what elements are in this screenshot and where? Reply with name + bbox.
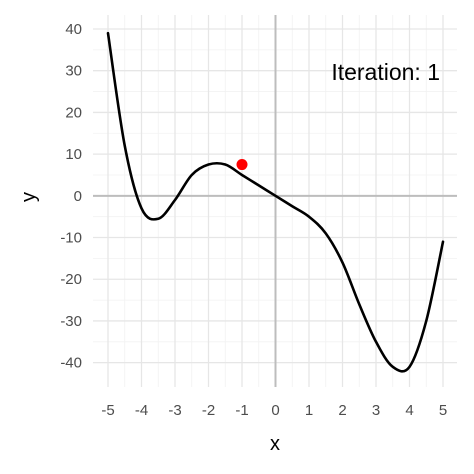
x-tick-label: 2 xyxy=(338,402,346,419)
x-tick-label: 4 xyxy=(405,402,413,419)
x-tick-label: -2 xyxy=(202,402,215,419)
y-tick-label: -20 xyxy=(60,271,82,288)
x-tick-label: -5 xyxy=(101,402,114,419)
x-tick-label: -1 xyxy=(235,402,248,419)
series-line xyxy=(106,31,445,373)
y-tick-labels: -40 -30 -20 -10 0 10 20 30 40 xyxy=(60,21,82,372)
x-axis-title: x xyxy=(270,433,280,455)
x-tick-label: -4 xyxy=(135,402,148,419)
y-tick-label: 40 xyxy=(65,21,82,38)
x-tick-label: -3 xyxy=(168,402,181,419)
x-tick-label: 1 xyxy=(305,402,313,419)
y-tick-label: -10 xyxy=(60,230,82,247)
y-tick-label: 10 xyxy=(65,146,82,163)
x-tick-label: 0 xyxy=(271,402,279,419)
x-tick-label: 5 xyxy=(439,402,447,419)
y-axis-title: y xyxy=(18,192,40,202)
x-tick-label: 3 xyxy=(372,402,380,419)
y-tick-label: -40 xyxy=(60,355,82,372)
y-tick-label: -30 xyxy=(60,313,82,330)
current-iteration-point xyxy=(236,159,248,171)
y-tick-label: 0 xyxy=(74,188,82,205)
y-tick-label: 20 xyxy=(65,104,82,121)
y-tick-label: 30 xyxy=(65,63,82,80)
iteration-annotation: Iteration: 1 xyxy=(331,59,440,85)
x-tick-labels: -5 -4 -3 -2 -1 0 1 2 3 4 5 xyxy=(101,402,447,419)
